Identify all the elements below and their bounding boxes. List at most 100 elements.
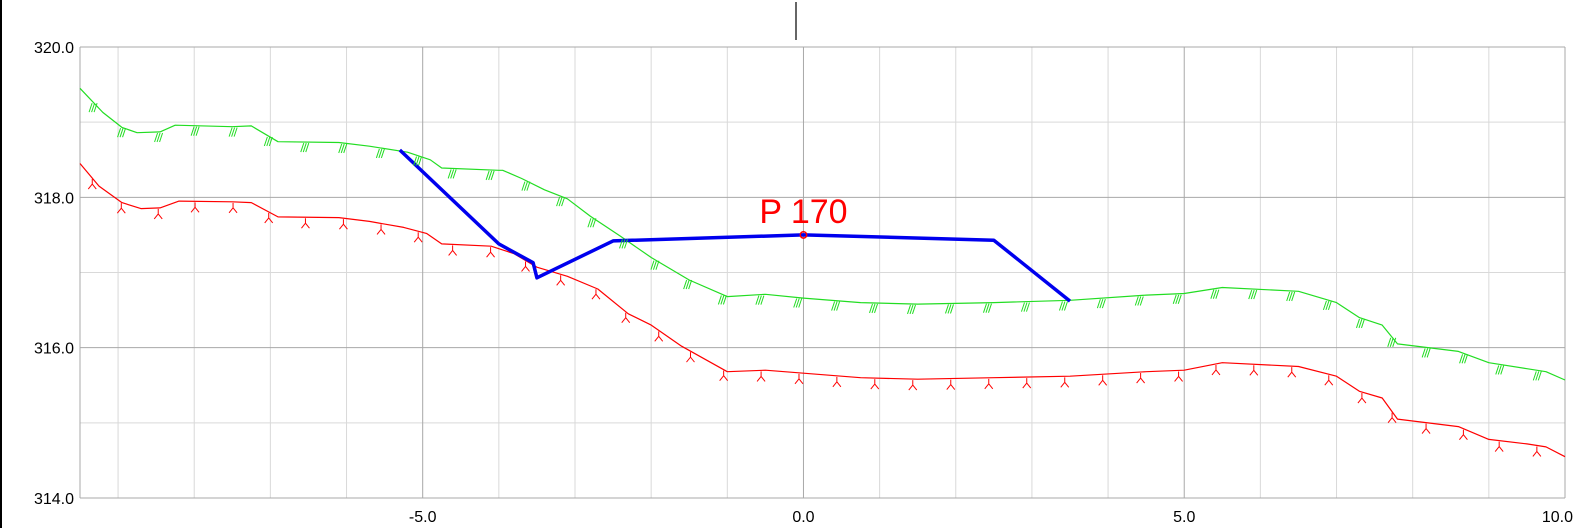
terrain-hatch-mark xyxy=(1322,300,1327,311)
terrain-hatch-mark xyxy=(871,303,876,314)
subgrade-fork-mark xyxy=(339,219,348,230)
terrain-hatch-mark xyxy=(1387,337,1392,348)
terrain-hatch-mark xyxy=(1356,318,1360,329)
terrain-hatch-mark xyxy=(1058,301,1063,311)
terrain-hatch-mark xyxy=(523,181,528,191)
x-tick-label: 0.0 xyxy=(792,509,814,526)
terrain-hatch-mark xyxy=(231,127,236,137)
subgrade-fork-mark xyxy=(1421,423,1431,434)
terrain-hatch-mark xyxy=(415,156,420,166)
terrain-hatch-mark xyxy=(526,181,531,191)
subgrade-fork-mark xyxy=(621,312,631,324)
subgrade-fork-mark xyxy=(87,179,97,190)
terrain-hatch-mark xyxy=(490,170,495,181)
terrain-hatch-mark xyxy=(1327,300,1332,311)
subgrade-fork-mark xyxy=(1249,365,1259,376)
terrain-hatch-mark xyxy=(624,239,628,249)
y-tick-label: 318.0 xyxy=(34,190,74,207)
subgrade-fork-mark xyxy=(376,224,386,235)
terrain-hatch-mark xyxy=(343,143,348,154)
terrain-hatch-mark xyxy=(375,148,380,159)
terrain-hatch-mark xyxy=(655,260,660,270)
subgrade-fork-mark xyxy=(591,289,601,300)
subgrade-fork-mark xyxy=(1357,393,1367,404)
terrain-hatch-mark xyxy=(378,148,383,159)
terrain-hatch-mark xyxy=(983,303,987,313)
subgrade-fork-mark xyxy=(1287,367,1297,378)
terrain-hatch-mark xyxy=(195,126,200,136)
design-profile-line xyxy=(398,148,1072,303)
terrain-hatch-mark xyxy=(338,143,343,154)
terrain-hatch-mark xyxy=(1212,289,1217,299)
terrain-hatch-mark xyxy=(1101,298,1106,309)
terrain-hatch-mark xyxy=(228,127,233,137)
subgrade-fork-mark xyxy=(521,261,530,272)
terrain-hatch-mark xyxy=(1495,365,1500,375)
profile-label: P 170 xyxy=(759,193,847,231)
terrain-hatch-mark xyxy=(1172,294,1177,304)
annotation-layer: P 170 xyxy=(759,193,848,239)
terrain-hatch-mark xyxy=(683,279,688,290)
terrain-hatch-mark xyxy=(1134,296,1139,306)
terrain-hatch-mark xyxy=(589,218,594,228)
terrain-hatch-mark xyxy=(1459,354,1464,364)
subgrade-fork-mark xyxy=(1136,373,1146,384)
terrain-hatch-mark xyxy=(485,170,490,181)
subgrade-fork-mark xyxy=(984,378,994,390)
subgrade-fork-mark xyxy=(486,247,495,258)
terrain-hatch-mark xyxy=(1464,354,1469,364)
terrain-hatch-mark xyxy=(1392,337,1397,348)
terrain-hatch-mark xyxy=(1253,289,1258,300)
terrain-hatch-mark xyxy=(413,156,418,166)
terrain-hatch-mark xyxy=(418,156,423,166)
terrain-hatch-mark xyxy=(1461,354,1466,364)
y-tick-label: 320.0 xyxy=(34,40,74,57)
subgrade-fork-mark xyxy=(190,202,200,213)
terrain-surface-line xyxy=(79,87,1566,381)
subgrade-fork-mark xyxy=(1459,429,1468,441)
terrain-hatch-mark xyxy=(119,128,124,138)
subgrade-fork-mark xyxy=(1174,371,1183,382)
terrain-hatch-mark xyxy=(233,127,238,137)
subgrade-fork-mark xyxy=(1324,375,1334,386)
terrain-hatch-mark xyxy=(688,279,693,290)
subgrade-fork-mark xyxy=(1060,377,1070,388)
terrain-hatch-mark xyxy=(1424,348,1429,358)
terrain-hatch-mark xyxy=(1248,289,1253,300)
subgrade-fork-mark xyxy=(1211,364,1221,376)
terrain-hatch-mark xyxy=(1389,337,1394,348)
subgrade-fork-mark xyxy=(413,232,423,243)
terrain-hatch-mark xyxy=(340,143,345,154)
terrain-hatch-mark xyxy=(755,295,760,305)
subgrade-fork-mark xyxy=(1098,375,1108,386)
terrain-hatch-mark xyxy=(1361,318,1365,329)
terrain-hatch-mark xyxy=(869,303,873,314)
terrain-hatch-mark xyxy=(685,279,690,290)
terrain-hatch-mark xyxy=(793,298,798,308)
terrain-hatch-mark xyxy=(909,304,914,315)
subgrade-fork-mark xyxy=(228,202,238,214)
terrain-hatch-mark xyxy=(122,128,127,138)
subgrade-fork-mark xyxy=(908,380,918,391)
subgrade-fork-mark xyxy=(832,376,842,388)
terrain-hatch-mark xyxy=(521,181,526,191)
terrain-hatch-mark xyxy=(587,218,592,228)
subgrade-fork-mark xyxy=(1022,378,1032,389)
terrain-hatch-mark xyxy=(650,260,655,270)
terrain-hatch-mark xyxy=(720,295,725,305)
terrain-hatch-mark xyxy=(1537,371,1542,381)
subgrade-fork-mark xyxy=(686,352,695,363)
profile-center-point xyxy=(799,230,808,239)
terrain-hatch-mark xyxy=(1177,294,1182,304)
terrain-hatch-mark xyxy=(722,295,727,305)
x-tick-label: 10.0 xyxy=(1542,509,1573,526)
terrain-hatch-mark xyxy=(263,136,268,147)
subgrade-fork-mark xyxy=(719,370,729,381)
terrain-hatch-mark xyxy=(1210,289,1215,299)
terrain-hatch-mark xyxy=(1063,301,1068,311)
terrain-hatch-mark xyxy=(302,142,307,153)
terrain-hatch-mark xyxy=(558,196,563,207)
x-tick-label: 5.0 xyxy=(1173,509,1195,526)
terrain-hatch-mark xyxy=(950,304,954,314)
